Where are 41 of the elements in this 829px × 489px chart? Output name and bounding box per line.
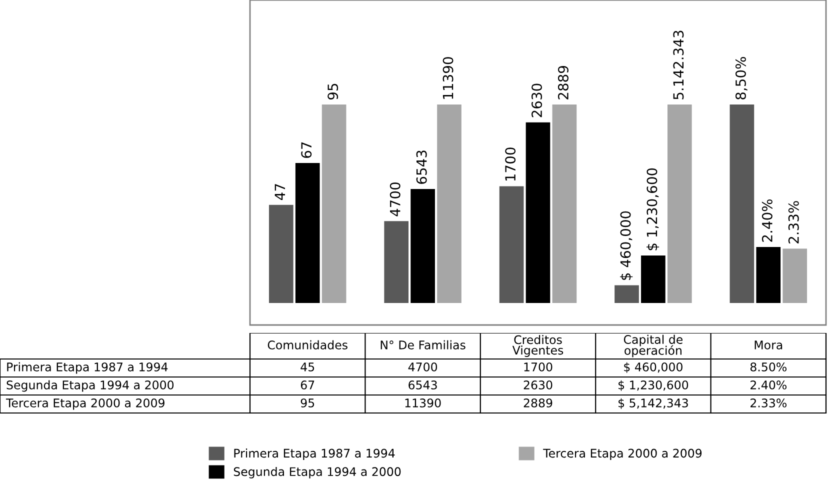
data-label: 2.40% [762,199,772,242]
text: Primera Etapa 1987 a 1994 [7,362,168,374]
text: $ 1,230,600 [618,380,688,391]
category-label: Mora [754,340,782,350]
category-label: Capital de operación [624,334,683,358]
text: Tercera Etapa 2000 a 2009 [6,398,164,410]
data-label: 5.142.343 [673,30,684,100]
text: 11390 [405,398,441,408]
data-label: 95 [328,84,338,100]
text: Segunda Etapa 1994 a 2000 [234,466,401,478]
data-label: 6543 [416,150,427,184]
legend-label: Segunda Etapa 1994 a 2000 [6,380,174,392]
text: 4700 [408,362,438,372]
category-label: Creditos Vigentes [512,335,564,357]
data-label: 2630 [532,84,542,118]
text: 2.33% [750,398,786,408]
category-label: N° De Familias [380,340,466,350]
text: 2.40% [750,380,786,390]
text: 67 [300,380,314,390]
data-label: 2889 [558,66,568,100]
data-label: 67 [301,142,312,158]
text: 95 [300,398,314,408]
text: 2889 [524,398,552,408]
text: 2630 [524,380,552,390]
legend-label: Primera Etapa 1987 a 1994 [234,448,395,460]
category-label: Comunidades [268,340,348,350]
data-label: 2.33% [788,201,799,244]
data-label: 8,50% [735,57,748,100]
text: 45 [300,362,314,372]
text: 8.50% [750,362,786,372]
data-label: 4700 [390,182,400,216]
text: 1700 [524,362,552,372]
data-label: $ 460,000 [620,211,633,280]
text: $ 5,142,343 [618,398,688,409]
data-label: 11390 [442,57,454,99]
data-label: 47 [274,184,285,200]
data-label: 1700 [505,148,516,181]
text: 6543 [408,380,437,390]
data-label: $ 1,230,600 [646,168,660,250]
text: $ 460,000 [624,362,682,373]
legend-label: Tercera Etapa 2000 a 2009 [543,448,702,460]
